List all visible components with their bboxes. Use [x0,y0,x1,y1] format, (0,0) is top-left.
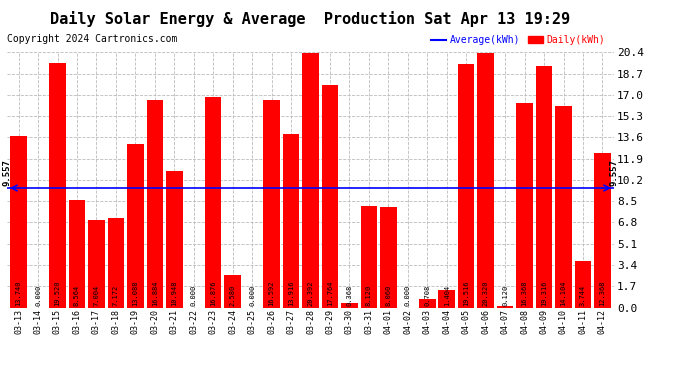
Text: 12.368: 12.368 [600,281,605,306]
Text: 0.120: 0.120 [502,285,508,306]
Bar [341,303,357,307]
Bar [88,220,105,308]
Text: 13.088: 13.088 [132,281,139,306]
Bar [264,100,280,308]
Text: 7.004: 7.004 [93,285,99,306]
Text: 8.120: 8.120 [366,285,372,306]
Text: 2.580: 2.580 [230,285,236,306]
Bar [361,206,377,308]
Text: 16.592: 16.592 [268,281,275,306]
Bar [283,134,299,308]
Text: 8.060: 8.060 [385,285,391,306]
Bar [458,63,475,308]
Bar [108,218,124,308]
Text: 7.172: 7.172 [113,285,119,306]
Bar [575,261,591,308]
Bar [127,144,144,308]
Text: 0.708: 0.708 [424,285,431,306]
Text: 3.744: 3.744 [580,285,586,306]
Bar [419,298,435,307]
Text: 10.948: 10.948 [171,281,177,306]
Bar [205,96,221,308]
Text: 16.884: 16.884 [152,281,158,306]
Text: Daily Solar Energy & Average  Production Sat Apr 13 19:29: Daily Solar Energy & Average Production … [50,11,571,27]
Bar [146,100,163,308]
Text: 16.368: 16.368 [522,281,528,306]
Text: 1.404: 1.404 [444,285,450,306]
Bar [224,275,241,308]
Bar [322,86,338,308]
Bar [535,66,552,308]
Text: 19.516: 19.516 [463,281,469,306]
Text: 20.392: 20.392 [308,281,313,306]
Text: 0.000: 0.000 [35,285,41,306]
Text: 9.557: 9.557 [3,159,12,186]
Bar [594,153,611,308]
Bar [516,103,533,308]
Text: 9.557: 9.557 [609,159,618,186]
Bar [49,63,66,308]
Bar [380,207,397,308]
Legend: Average(kWh), Daily(kWh): Average(kWh), Daily(kWh) [428,31,609,49]
Bar [497,306,513,308]
Text: 16.876: 16.876 [210,281,216,306]
Text: 17.764: 17.764 [327,281,333,306]
Text: 19.520: 19.520 [55,281,61,306]
Text: 19.316: 19.316 [541,281,547,306]
Bar [555,106,572,307]
Text: 14.104: 14.104 [560,281,566,306]
Text: 13.916: 13.916 [288,281,294,306]
Text: 0.000: 0.000 [405,285,411,306]
Bar [438,290,455,308]
Text: 0.368: 0.368 [346,285,353,306]
Bar [10,136,27,308]
Bar [166,171,183,308]
Bar [477,54,494,307]
Text: 0.000: 0.000 [190,285,197,306]
Text: 0.000: 0.000 [249,285,255,306]
Bar [302,53,319,308]
Bar [69,201,86,308]
Text: 13.740: 13.740 [16,281,21,306]
Text: 8.564: 8.564 [74,285,80,306]
Text: Copyright 2024 Cartronics.com: Copyright 2024 Cartronics.com [7,34,177,44]
Text: 20.320: 20.320 [482,281,489,306]
